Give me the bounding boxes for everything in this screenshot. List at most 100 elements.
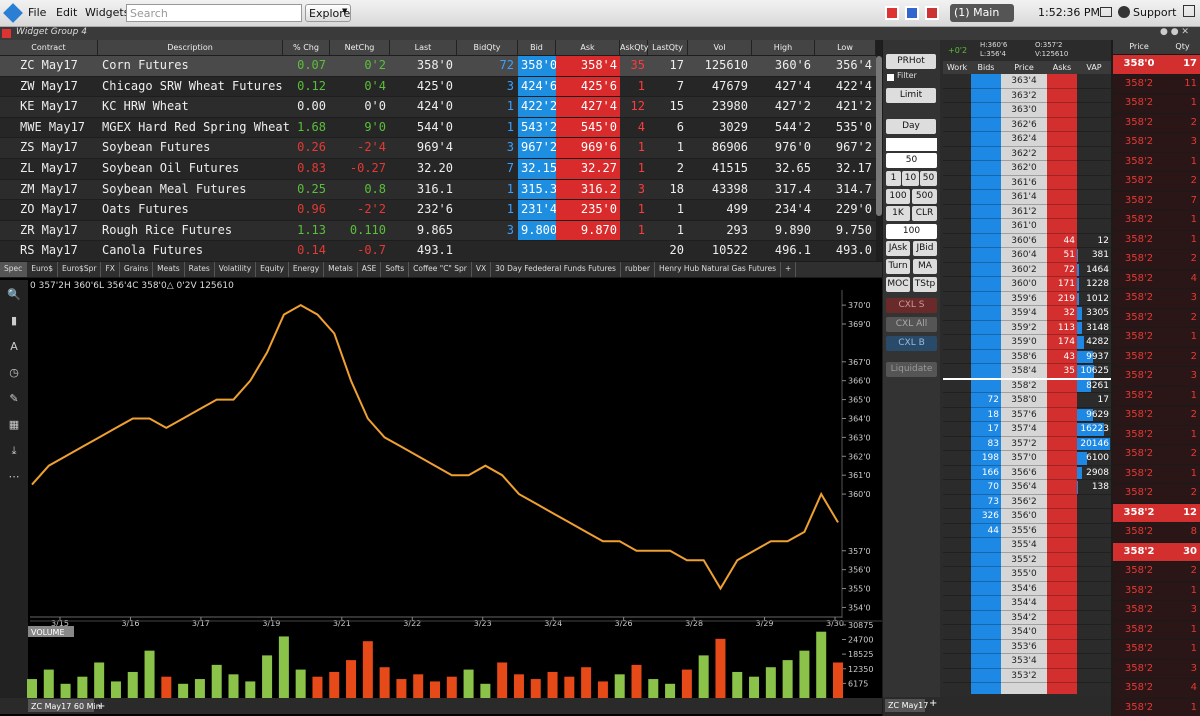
input[interactable]: [886, 138, 937, 151]
table-row[interactable]: [0, 200, 876, 220]
bid-size[interactable]: 83: [987, 438, 999, 449]
toolbar-icon[interactable]: [905, 6, 919, 20]
tab[interactable]: Grains: [120, 262, 154, 277]
table-row[interactable]: [0, 179, 876, 200]
ladder-price[interactable]: 363'2: [1011, 90, 1037, 101]
control[interactable]: JBid: [913, 241, 937, 256]
ladder-price[interactable]: 363'4: [1011, 76, 1037, 86]
ask-size[interactable]: 43: [1063, 351, 1075, 362]
bid-size[interactable]: 73: [987, 496, 999, 507]
ladder-price[interactable]: 358'2: [1011, 380, 1037, 391]
bid-size[interactable]: 166: [981, 467, 999, 478]
ask-size[interactable]: 174: [1057, 337, 1075, 347]
control[interactable]: MOC: [886, 277, 910, 292]
ladder-price[interactable]: 355'2: [1011, 554, 1037, 565]
table-row[interactable]: [0, 76, 876, 97]
ladder-price[interactable]: 354'0: [1011, 627, 1037, 637]
mail-icon[interactable]: [1100, 7, 1112, 17]
ask-size[interactable]: 72: [1063, 264, 1075, 275]
ladder-price[interactable]: 359'0: [1011, 337, 1037, 347]
ladder-price[interactable]: 357'0: [1011, 453, 1037, 463]
ladder-price[interactable]: 356'2: [1011, 496, 1037, 507]
control[interactable]: 100: [886, 224, 937, 239]
ladder-price[interactable]: 362'2: [1011, 148, 1037, 159]
table-row[interactable]: [0, 138, 876, 158]
table-row[interactable]: [0, 159, 876, 179]
ladder-tab[interactable]: ZC May17: [885, 699, 928, 712]
ladder-price[interactable]: 361'0: [1011, 221, 1037, 231]
ladder-price[interactable]: 360'2: [1011, 264, 1037, 275]
explore-button[interactable]: Explore ▼: [305, 4, 351, 22]
ladder-price[interactable]: 361'6: [1011, 177, 1037, 188]
ask-size[interactable]: 113: [1057, 322, 1075, 333]
control[interactable]: TStp: [913, 277, 937, 292]
control[interactable]: CLR: [912, 206, 937, 221]
tab[interactable]: Meats: [153, 262, 185, 277]
table-row[interactable]: [0, 117, 876, 138]
ladder-price[interactable]: 360'4: [1011, 250, 1037, 260]
bid-size[interactable]: 326: [981, 511, 999, 521]
tab[interactable]: Euro$Spr: [58, 262, 102, 277]
ladder-price[interactable]: 362'0: [1011, 163, 1037, 173]
ask-size[interactable]: 35: [1063, 366, 1075, 376]
close-icon[interactable]: [1183, 5, 1195, 17]
ladder-price[interactable]: 360'6: [1011, 235, 1037, 246]
tab[interactable]: Energy: [289, 262, 325, 277]
tab[interactable]: Spec: [0, 262, 28, 277]
bid-size[interactable]: 198: [981, 453, 999, 463]
ladder-price[interactable]: 361'4: [1011, 192, 1037, 202]
control[interactable]: CXL All: [886, 317, 937, 332]
ladder-price[interactable]: 357'2: [1011, 438, 1037, 449]
toolbar-icon[interactable]: [925, 6, 939, 20]
control[interactable]: 100: [886, 189, 910, 204]
table-row[interactable]: [0, 97, 876, 117]
ladder-price[interactable]: 353'6: [1011, 641, 1037, 652]
workspace-select[interactable]: (1) Main: [950, 4, 1014, 22]
ladder-price[interactable]: 358'6: [1011, 351, 1037, 362]
bid-size[interactable]: 18: [987, 409, 999, 420]
ladder-price[interactable]: 355'6: [1011, 525, 1037, 536]
add-tab[interactable]: +: [929, 698, 938, 709]
control[interactable]: CXL B: [886, 336, 937, 351]
control[interactable]: Turn: [886, 259, 910, 274]
tab[interactable]: rubber: [621, 262, 656, 277]
search-input[interactable]: Search: [126, 4, 302, 22]
checkbox[interactable]: [887, 74, 894, 81]
ask-size[interactable]: 51: [1063, 250, 1075, 260]
bid-size[interactable]: 70: [987, 482, 999, 492]
ladder-price[interactable]: 354'2: [1011, 612, 1037, 623]
control[interactable]: Limit: [886, 88, 936, 103]
support-link[interactable]: Support: [1133, 6, 1177, 19]
control[interactable]: 1: [886, 171, 901, 186]
ask-size[interactable]: 44: [1063, 235, 1075, 246]
menu-item[interactable]: File: [28, 6, 47, 19]
ladder-price[interactable]: 357'6: [1011, 409, 1037, 420]
menu-item[interactable]: Edit: [56, 6, 78, 19]
ladder-price[interactable]: 353'2: [1011, 670, 1037, 681]
ladder-price[interactable]: 355'0: [1011, 569, 1037, 579]
ladder-price[interactable]: 354'6: [1011, 583, 1037, 594]
control[interactable]: Liquidate: [886, 362, 937, 377]
ladder-price[interactable]: 361'2: [1011, 206, 1037, 217]
ladder-price[interactable]: 362'6: [1011, 119, 1037, 130]
ladder-price[interactable]: 359'6: [1011, 293, 1037, 304]
ladder-price[interactable]: 358'0: [1011, 395, 1037, 405]
tab[interactable]: Euro$: [27, 262, 59, 277]
table-row[interactable]: [0, 220, 876, 241]
window-controls[interactable]: ● ● ✕: [1160, 27, 1189, 37]
control[interactable]: CXL S: [886, 298, 937, 313]
ask-size[interactable]: 219: [1057, 293, 1075, 304]
ladder-price[interactable]: 359'2: [1011, 322, 1037, 333]
tab[interactable]: ASE: [358, 262, 382, 277]
tab[interactable]: Henry Hub Natural Gas Futures: [655, 262, 782, 277]
control[interactable]: PRHot: [886, 54, 936, 69]
ladder-price[interactable]: 356'6: [1011, 467, 1037, 478]
tab[interactable]: Coffee "C" Spr: [409, 262, 472, 277]
ladder-price[interactable]: 354'4: [1011, 598, 1037, 608]
tab[interactable]: Equity: [256, 262, 289, 277]
control[interactable]: 1K: [886, 206, 910, 221]
control[interactable]: 500: [912, 189, 937, 204]
toolbar-icon[interactable]: [885, 6, 899, 20]
tab[interactable]: 30 Day Fedederal Funds Futures: [491, 262, 621, 277]
control[interactable]: 50: [886, 153, 937, 168]
